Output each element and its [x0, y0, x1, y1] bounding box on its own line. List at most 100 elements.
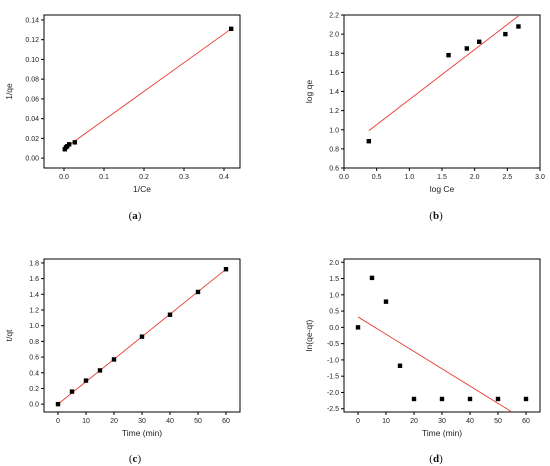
y-tick-label: 0.8	[29, 339, 39, 346]
data-point	[72, 140, 77, 145]
data-point	[366, 139, 372, 144]
x-tick-label: 0.5	[372, 174, 382, 181]
fit-line-d	[357, 316, 513, 412]
x-tick-label: 60	[522, 418, 530, 425]
x-tick-label: 60	[222, 418, 230, 425]
x-axis-title-c: Time (min)	[122, 428, 162, 438]
caption-d: (d)	[429, 453, 443, 465]
caption-c: (c)	[129, 453, 142, 465]
data-point	[111, 357, 117, 362]
x-tick-label: 50	[494, 418, 502, 425]
data-point	[411, 396, 417, 402]
y-tick-label: -1.5	[327, 374, 339, 381]
y-tick-label: 2.2	[329, 13, 339, 20]
plot-frame-b	[343, 14, 541, 169]
x-axis-title-a: 1/Ce	[133, 184, 151, 194]
y-tick-label: -2.5	[327, 406, 339, 413]
y-tick-label: 0.04	[25, 116, 39, 123]
x-tick-label: 1.0	[404, 174, 414, 181]
panel-b: 0.0 0.5 1.0 1.5 2.0 2.5 3.0 0.6 0.8 1.0 1.2 1.4 1.6 1…	[304, 13, 545, 195]
caption-a: (a)	[129, 210, 142, 222]
x-tick-label: 0.2	[139, 174, 149, 181]
fit-line-b	[368, 15, 519, 132]
data-point	[97, 368, 103, 373]
y-tick-label: 2.0	[329, 32, 339, 39]
data-point	[467, 396, 473, 402]
y-tick-label: 0.0	[29, 402, 39, 409]
x-tick-label: 0.4	[219, 174, 229, 181]
x-tick-label: 0	[356, 418, 360, 425]
x-tick-label: 2.5	[502, 174, 512, 181]
y-tick-label: 0.6	[329, 166, 339, 173]
x-tick-label: 2.0	[470, 174, 480, 181]
data-point	[397, 363, 403, 368]
y-tick-label: 1.2	[29, 308, 39, 315]
y-tick-label: 0.10	[25, 57, 39, 64]
y-tick-label: 1.8	[29, 260, 39, 267]
y-tick-label: 0.6	[29, 355, 39, 362]
data-point	[503, 31, 508, 37]
x-tick-label: 30	[438, 418, 446, 425]
data-point	[477, 39, 482, 44]
data-point	[167, 312, 173, 317]
y-axis-title-b: log qe	[304, 80, 314, 103]
data-point	[355, 325, 361, 330]
x-tick-label: 0.0	[339, 174, 349, 181]
x-tick-label: 50	[194, 418, 202, 425]
x-tick-label: 40	[466, 418, 474, 425]
y-tick-label: 0.06	[25, 96, 39, 103]
data-point	[69, 389, 75, 394]
y-tick-label: 1.0	[329, 292, 339, 299]
x-tick-label: 1.5	[437, 174, 447, 181]
y-tick-label: 1.2	[329, 108, 339, 115]
caption-b: (b)	[429, 210, 443, 222]
y-tick-label: 1.5	[329, 276, 339, 283]
data-point	[383, 299, 389, 304]
y-tick-label: 0.02	[25, 136, 39, 143]
panel-d: 0 10 20 30 40 50 60 -2.5 -2.0 -1.5 -1.0 -0.5 0.0 0.5 1…	[304, 258, 541, 438]
y-tick-label: 0.4	[29, 370, 39, 377]
x-tick-label: 3.0	[535, 174, 545, 181]
y-axis-title-a: 1/qe	[4, 83, 14, 100]
y-tick-label: 0.2	[29, 386, 39, 393]
data-point	[55, 401, 61, 407]
plot-frame-a	[43, 14, 241, 169]
y-tick-label: 1.4	[329, 89, 339, 96]
panel-c: 0 10 20 30 40 50 60 0.0 0.2 0.4 0.6 0.8 1.0 1.2 1.4 1.6…	[4, 258, 241, 438]
data-point	[195, 289, 201, 295]
data-point	[223, 267, 229, 272]
x-tick-label: 0	[56, 418, 60, 425]
data-point	[439, 396, 445, 402]
y-tick-label: 0.8	[329, 146, 339, 153]
x-tick-label: 20	[410, 418, 418, 425]
y-tick-label: 0.14	[25, 17, 39, 24]
y-tick-label: -2.0	[327, 390, 339, 397]
x-tick-label: 0.1	[99, 174, 109, 181]
x-axis-title-d: Time (min)	[422, 428, 462, 438]
y-tick-label: 1.4	[29, 292, 39, 299]
y-axis-title-d: ln(qe-qt)	[304, 320, 314, 352]
panel-a: 0.0 0.1 0.2 0.3 0.4 0.00 0.02 0.04 0.06 0.08 0.10 0…	[4, 14, 241, 194]
y-tick-label: 0.12	[25, 37, 39, 44]
data-point	[83, 378, 89, 383]
plot-frame-d	[343, 258, 541, 413]
x-tick-label: 10	[382, 418, 390, 425]
y-tick-label: 1.0	[329, 127, 339, 134]
y-tick-label: 0.0	[329, 325, 339, 332]
data-point	[464, 46, 470, 51]
data-point	[139, 334, 145, 339]
y-tick-label: 2.0	[329, 260, 339, 267]
y-tick-label: 1.6	[29, 276, 39, 283]
x-axis-title-b: log Ce	[430, 184, 455, 194]
data-point	[495, 396, 501, 402]
data-point	[523, 396, 529, 402]
y-tick-label: 0.5	[329, 309, 339, 316]
x-tick-label: 40	[166, 418, 174, 425]
y-tick-label: 1.8	[329, 51, 339, 58]
y-tick-label: 0.08	[25, 77, 39, 84]
data-point	[229, 26, 234, 32]
data-point	[516, 24, 521, 29]
y-tick-label: 0.00	[25, 156, 39, 163]
y-axis-title-c: t/qt	[4, 329, 14, 341]
